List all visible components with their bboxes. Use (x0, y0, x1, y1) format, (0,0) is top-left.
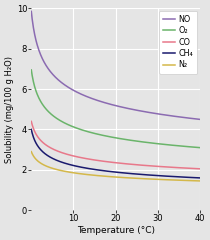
Line: CH₄: CH₄ (31, 129, 200, 178)
X-axis label: Temperature (°C): Temperature (°C) (77, 226, 155, 235)
NO (50, 72, 53, 74)
CH₄ (85, 167, 88, 170)
NO (97, 99, 99, 102)
NO (85, 95, 88, 98)
CO (153, 165, 155, 168)
N₂ (85, 173, 88, 176)
Y-axis label: Solubility (mg/100 g H₂O): Solubility (mg/100 g H₂O) (5, 56, 14, 163)
Line: O₂: O₂ (31, 70, 200, 148)
CO (152, 165, 154, 168)
Line: NO: NO (31, 11, 200, 119)
CH₄ (153, 174, 155, 177)
CH₄ (199, 176, 201, 179)
NO (136, 109, 139, 112)
CO (136, 163, 139, 166)
O₂ (152, 142, 154, 145)
NO (30, 10, 33, 13)
CO (199, 167, 201, 170)
Legend: NO, O₂, CO, CH₄, N₂: NO, O₂, CO, CH₄, N₂ (159, 11, 197, 73)
CO (97, 159, 99, 162)
O₂ (97, 133, 99, 136)
N₂ (153, 178, 155, 181)
O₂ (85, 130, 88, 133)
N₂ (199, 180, 201, 182)
N₂ (30, 150, 33, 153)
CH₄ (136, 173, 139, 175)
CO (85, 157, 88, 160)
NO (152, 112, 154, 114)
O₂ (199, 146, 201, 149)
O₂ (50, 113, 53, 116)
CH₄ (50, 156, 53, 159)
Line: CO: CO (31, 121, 200, 169)
NO (199, 118, 201, 121)
N₂ (136, 177, 139, 180)
CH₄ (97, 168, 99, 171)
Line: N₂: N₂ (31, 152, 200, 181)
O₂ (30, 68, 33, 71)
N₂ (50, 167, 53, 169)
N₂ (152, 178, 154, 180)
CH₄ (30, 128, 33, 131)
O₂ (136, 140, 139, 143)
CO (50, 147, 53, 150)
NO (153, 112, 155, 115)
O₂ (153, 142, 155, 145)
CO (30, 120, 33, 123)
N₂ (97, 174, 99, 177)
CH₄ (152, 174, 154, 177)
